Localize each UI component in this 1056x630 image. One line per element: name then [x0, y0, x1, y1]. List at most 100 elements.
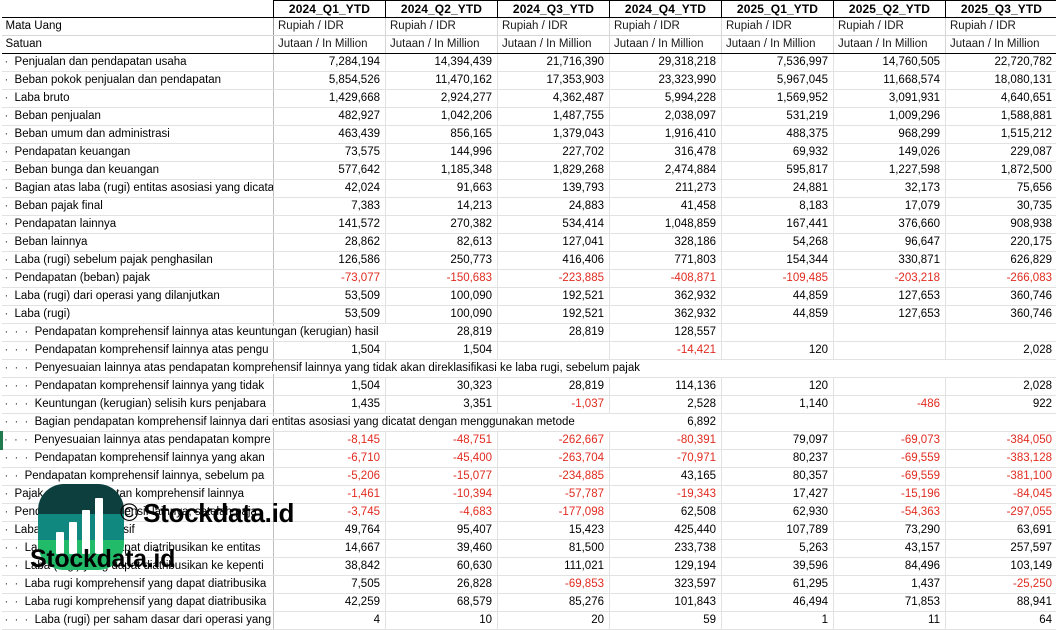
cell-2025_Q1_YTD[interactable]: 107,789 — [722, 522, 834, 540]
table-row[interactable]: · · · Bagian pendapatan komprehensif lai… — [2, 414, 1056, 432]
cell-2025_Q2_YTD[interactable]: 73,290 — [834, 522, 946, 540]
table-row[interactable]: · Bagian atas laba (rugi) entitas asosia… — [2, 180, 1056, 198]
cell-2024_Q2_YTD[interactable]: 270,382 — [386, 216, 498, 234]
cell-2025_Q3_YTD[interactable]: 220,175 — [946, 234, 1056, 252]
row-label[interactable]: · Laba (rugi) dari operasi yang dilanjut… — [2, 288, 274, 306]
cell-2024_Q3_YTD[interactable]: 15,423 — [498, 522, 610, 540]
cell-2024_Q3_YTD[interactable]: 1,379,043 — [498, 126, 610, 144]
cell-2024_Q3_YTD[interactable]: -57,787 — [498, 486, 610, 504]
cell-2024_Q4_YTD[interactable]: 328,186 — [610, 234, 722, 252]
cell-2024_Q1_YTD[interactable]: -1,461 — [274, 486, 386, 504]
cell-2024_Q1_YTD[interactable]: 1,429,668 — [274, 90, 386, 108]
cell-2024_Q4_YTD[interactable]: 62,508 — [610, 504, 722, 522]
cell-2025_Q2_YTD[interactable] — [834, 342, 946, 360]
cell-2025_Q2_YTD[interactable]: -69,559 — [834, 468, 946, 486]
cell-2025_Q1_YTD[interactable]: 39,596 — [722, 558, 834, 576]
cell-2024_Q1_YTD[interactable]: -6,710 — [274, 450, 386, 468]
cell-2024_Q4_YTD[interactable]: 425,440 — [610, 522, 722, 540]
cell-2024_Q4_YTD[interactable]: 233,738 — [610, 540, 722, 558]
cell-2025_Q1_YTD[interactable]: 80,237 — [722, 450, 834, 468]
cell-2025_Q1_YTD[interactable]: 80,357 — [722, 468, 834, 486]
cell-2024_Q3_YTD[interactable] — [498, 342, 610, 360]
cell-2025_Q2_YTD[interactable]: 127,653 — [834, 288, 946, 306]
cell-2024_Q2_YTD[interactable]: 250,773 — [386, 252, 498, 270]
cell-2025_Q2_YTD[interactable]: -15,196 — [834, 486, 946, 504]
cell-2025_Q2_YTD[interactable]: 14,760,505 — [834, 54, 946, 72]
table-row[interactable]: · Pajak atas pendapatan komprehensif lai… — [2, 486, 1056, 504]
cell-2024_Q1_YTD[interactable]: 1,504 — [274, 378, 386, 396]
cell-2025_Q1_YTD[interactable]: 44,859 — [722, 288, 834, 306]
cell-2024_Q2_YTD[interactable]: 3,351 — [386, 396, 498, 414]
cell-2025_Q3_YTD[interactable]: -266,083 — [946, 270, 1056, 288]
row-label[interactable]: · Beban pokok penjualan dan pendapatan — [2, 72, 274, 90]
cell-2024_Q4_YTD[interactable]: 5,994,228 — [610, 90, 722, 108]
cell-2025_Q1_YTD[interactable]: 7,536,997 — [722, 54, 834, 72]
cell-2025_Q2_YTD[interactable]: 376,660 — [834, 216, 946, 234]
cell-2025_Q3_YTD[interactable]: 229,087 — [946, 144, 1056, 162]
cell-2024_Q1_YTD[interactable]: 141,572 — [274, 216, 386, 234]
table-row[interactable]: · Pendapatan komprehensif lainnya, setel… — [2, 504, 1056, 522]
row-label[interactable]: · Pajak atas pendapatan komprehensif lai… — [2, 486, 274, 504]
cell-2025_Q3_YTD[interactable]: 626,829 — [946, 252, 1056, 270]
cell-2024_Q2_YTD[interactable]: -10,394 — [386, 486, 498, 504]
cell-2024_Q2_YTD[interactable]: 1,042,206 — [386, 108, 498, 126]
cell-2025_Q2_YTD[interactable] — [834, 360, 946, 378]
table-row[interactable]: · · Laba rugi komprehensif yang dapat di… — [2, 576, 1056, 594]
cell-2024_Q1_YTD[interactable]: -73,077 — [274, 270, 386, 288]
cell-2024_Q3_YTD[interactable]: 17,353,903 — [498, 72, 610, 90]
cell-2025_Q3_YTD[interactable]: 1,515,212 — [946, 126, 1056, 144]
cell-2024_Q2_YTD[interactable]: 144,996 — [386, 144, 498, 162]
table-row[interactable]: · · · Pendapatan komprehensif lainnya ya… — [2, 450, 1056, 468]
cell-2024_Q2_YTD[interactable]: -4,683 — [386, 504, 498, 522]
cell-2024_Q4_YTD[interactable]: -19,343 — [610, 486, 722, 504]
row-label[interactable]: · Laba bruto — [2, 90, 274, 108]
cell-2025_Q3_YTD[interactable]: 2,028 — [946, 342, 1056, 360]
cell-2024_Q3_YTD[interactable]: 227,702 — [498, 144, 610, 162]
cell-2025_Q1_YTD[interactable]: 595,817 — [722, 162, 834, 180]
column-header-2024_Q4_YTD[interactable]: 2024_Q4_YTD — [610, 1, 722, 18]
cell-2024_Q4_YTD[interactable]: 23,323,990 — [610, 72, 722, 90]
cell-2025_Q3_YTD[interactable]: 64 — [946, 612, 1056, 630]
row-label[interactable]: · · · Penyesuaian lainnya atas pendapata… — [2, 360, 274, 378]
row-label[interactable]: · Beban pajak final — [2, 198, 274, 216]
cell-2024_Q2_YTD[interactable]: 39,460 — [386, 540, 498, 558]
cell-2024_Q3_YTD[interactable]: 534,414 — [498, 216, 610, 234]
cell-2024_Q3_YTD[interactable]: 24,883 — [498, 198, 610, 216]
cell-2025_Q1_YTD[interactable]: 1,140 — [722, 396, 834, 414]
cell-2024_Q3_YTD[interactable]: 192,521 — [498, 288, 610, 306]
cell-2025_Q2_YTD[interactable]: -69,073 — [834, 432, 946, 450]
row-label[interactable]: · · · Laba (rugi) per saham dasar dari o… — [2, 612, 274, 630]
cell-2024_Q2_YTD[interactable]: 60,630 — [386, 558, 498, 576]
cell-2024_Q3_YTD[interactable]: 1,487,755 — [498, 108, 610, 126]
cell-2025_Q2_YTD[interactable] — [834, 324, 946, 342]
row-label[interactable]: · Beban penjualan — [2, 108, 274, 126]
table-row[interactable]: · · Laba rugi komprehensif yang dapat di… — [2, 594, 1056, 612]
column-header-2025_Q2_YTD[interactable]: 2025_Q2_YTD — [834, 1, 946, 18]
row-label[interactable]: · Laba rugi komprehensif — [2, 522, 274, 540]
cell-2025_Q3_YTD[interactable]: 360,746 — [946, 288, 1056, 306]
cell-2024_Q2_YTD[interactable]: 14,394,439 — [386, 54, 498, 72]
cell-2024_Q1_YTD[interactable]: 4 — [274, 612, 386, 630]
cell-2025_Q2_YTD[interactable]: 11 — [834, 612, 946, 630]
cell-2024_Q2_YTD[interactable]: 95,407 — [386, 522, 498, 540]
row-label[interactable]: · · · Keuntungan (kerugian) selisih kurs… — [2, 396, 274, 414]
cell-2025_Q3_YTD[interactable] — [946, 360, 1056, 378]
cell-2024_Q4_YTD[interactable]: 41,458 — [610, 198, 722, 216]
cell-2024_Q2_YTD[interactable]: 68,579 — [386, 594, 498, 612]
cell-2024_Q1_YTD[interactable]: 1,435 — [274, 396, 386, 414]
cell-2025_Q3_YTD[interactable]: 922 — [946, 396, 1056, 414]
cell-2025_Q2_YTD[interactable]: 127,653 — [834, 306, 946, 324]
cell-2024_Q4_YTD[interactable]: 771,803 — [610, 252, 722, 270]
cell-2024_Q4_YTD[interactable]: 316,478 — [610, 144, 722, 162]
cell-2024_Q3_YTD[interactable]: 21,716,390 — [498, 54, 610, 72]
cell-2025_Q3_YTD[interactable]: -297,055 — [946, 504, 1056, 522]
cell-2024_Q4_YTD[interactable]: -14,421 — [610, 342, 722, 360]
cell-2024_Q4_YTD[interactable]: -80,391 — [610, 432, 722, 450]
cell-2025_Q1_YTD[interactable]: 1,569,952 — [722, 90, 834, 108]
cell-2025_Q2_YTD[interactable] — [834, 378, 946, 396]
